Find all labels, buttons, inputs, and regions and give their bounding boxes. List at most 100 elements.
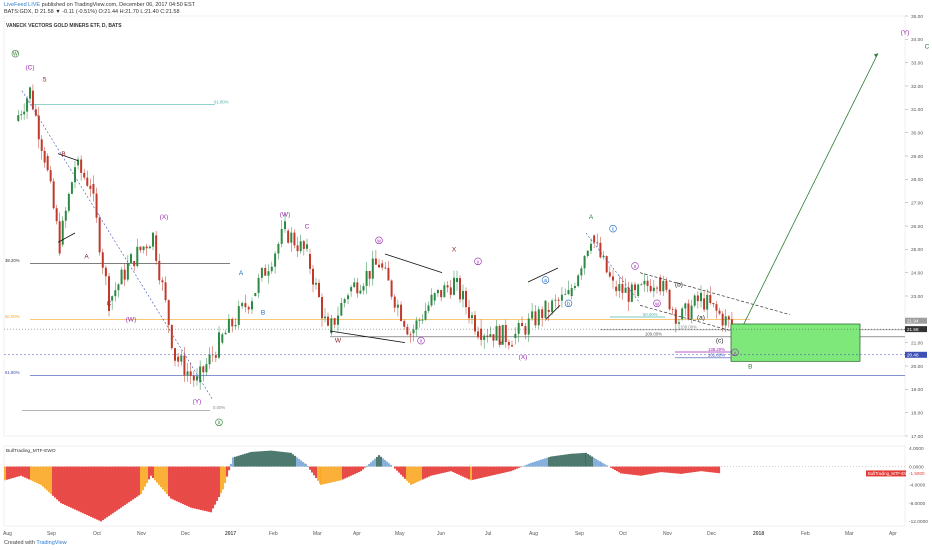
candle-body [254, 293, 257, 296]
oscillator-bar [418, 466, 421, 482]
oscillator-bar [313, 466, 316, 476]
candle-body [257, 277, 260, 294]
fib-level-label: 100.00% [645, 332, 662, 337]
oscillator-bar [266, 450, 269, 467]
oscillator-bar [498, 466, 501, 474]
candle-body [453, 277, 455, 295]
time-axis-label: Jul [485, 531, 491, 537]
oscillator-bar [152, 466, 155, 478]
oscillator-bar [454, 466, 457, 473]
oscillator-bar [126, 466, 129, 504]
oscillator-bar [354, 466, 357, 474]
oscillator-bar [305, 464, 308, 467]
candle-body [718, 310, 721, 314]
price-axis-label: 23.00 [911, 294, 923, 300]
author-link[interactable]: LiveFeed LIVE [4, 2, 41, 8]
candle-body [299, 241, 302, 252]
oscillator-title: BullTrading_MTF-EWO [6, 448, 56, 454]
wave-label: (Y) [193, 398, 202, 405]
candle-body [120, 269, 123, 285]
candle-body [330, 318, 333, 334]
candle-body [443, 285, 446, 298]
tradingview-brand[interactable]: TradingView [36, 540, 67, 546]
oscillator-bar [428, 466, 431, 477]
candle-body [687, 303, 690, 320]
price-badge-bg [905, 326, 927, 333]
oscillator-bar [120, 466, 123, 508]
candle-body [293, 232, 296, 246]
oscillator-bar [104, 466, 107, 519]
candle-body [537, 309, 540, 326]
candle-body [183, 355, 186, 376]
time-axis-label: Apr [353, 531, 361, 537]
oscillator-bar [6, 466, 9, 480]
oscillator-bar [566, 454, 569, 467]
time-axis-label: May [395, 531, 405, 537]
oscillator-bar [578, 453, 581, 467]
price-axis-label: 24.00 [911, 270, 923, 276]
oscillator-bar [364, 466, 367, 468]
oscillator-bar [334, 466, 337, 482]
oscillator-bar [220, 466, 223, 494]
oscillator-bar [4, 466, 7, 481]
oscillator-bar [146, 466, 149, 484]
oscillator-bar [426, 466, 429, 478]
oscillator-bar [68, 466, 71, 507]
oscillator-bar [20, 466, 23, 476]
oscillator-bar [232, 457, 235, 467]
oscillator-bar [440, 466, 443, 474]
oscillator-bar [302, 462, 305, 467]
oscillator-bar [526, 464, 529, 467]
oscillator-bar [128, 466, 131, 503]
oscillator-bar [710, 466, 713, 473]
candle-body [306, 244, 308, 249]
candle-body [92, 184, 95, 194]
candle-body [214, 355, 217, 358]
oscillator-bar [274, 451, 277, 467]
oscillator-bar [248, 452, 251, 467]
oscillator-bar [148, 466, 151, 480]
oscillator-bar [164, 466, 167, 492]
oscillator-bar [622, 466, 625, 474]
oscillator-bar [138, 466, 141, 496]
oscillator-bar [670, 466, 673, 473]
candle-body [480, 328, 483, 340]
oscillator-bar [226, 466, 229, 477]
oscillator-bar [134, 466, 137, 499]
oscillator-bar [238, 455, 241, 467]
oscillator-bar [102, 466, 105, 521]
oscillator-last-value: -1.5000 [909, 471, 925, 476]
time-axis-label: Mar [313, 531, 322, 537]
candle-body [696, 295, 699, 302]
oscillator-bar [582, 453, 585, 467]
candle-body [570, 287, 573, 296]
oscillator-bar [292, 454, 295, 467]
oscillator-bar [298, 458, 301, 467]
candle-body [577, 275, 580, 287]
candle-body [483, 335, 486, 340]
oscillator-bar [676, 466, 679, 474]
oscillator-bar [256, 451, 259, 467]
candle-body [186, 371, 189, 376]
oscillator-bar [38, 466, 41, 484]
candle-body [618, 284, 621, 292]
oscillator-bar [708, 466, 711, 473]
candle-body [359, 290, 362, 294]
candle-body [267, 271, 270, 276]
candle-body [541, 309, 544, 319]
price-badge-bg [905, 351, 927, 358]
candle-body [340, 302, 343, 316]
time-axis-label: Mar [845, 531, 854, 537]
wave-label-circle [631, 262, 639, 270]
wave-trend-line [21, 90, 213, 399]
trend-line [329, 330, 406, 344]
oscillator-bar [62, 466, 65, 505]
oscillator-bar [646, 466, 649, 475]
trend-line [545, 305, 561, 320]
wave-label: (b) [675, 282, 683, 289]
candle-body [37, 115, 40, 140]
candle-body [627, 287, 630, 302]
oscillator-bar [320, 466, 323, 485]
oscillator-bar [64, 466, 67, 505]
